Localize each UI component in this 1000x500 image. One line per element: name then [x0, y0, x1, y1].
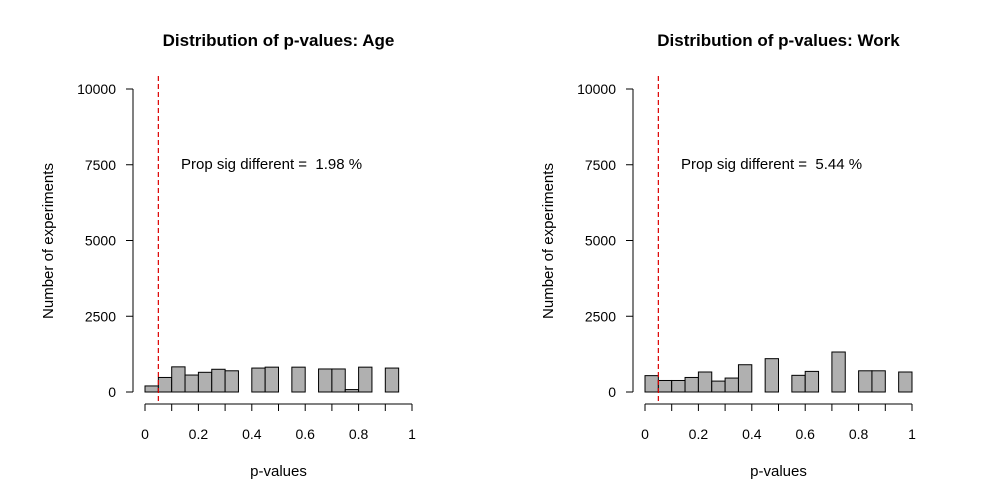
histogram-bar — [711, 380, 726, 393]
annotation-prefix: Prop sig different = — [181, 156, 315, 173]
histogram-bar — [251, 367, 266, 393]
x-tick-label: 0 — [641, 426, 649, 442]
x-tick-label: 1 — [908, 426, 916, 442]
histogram-bar — [898, 371, 913, 393]
y-tick-label: 0 — [608, 384, 616, 400]
histogram-bar — [657, 379, 673, 393]
x-tick-label: 0.4 — [742, 426, 762, 442]
x-tick-label: 0.6 — [295, 426, 315, 442]
histogram-bar — [871, 370, 886, 393]
histogram-bar — [291, 366, 306, 393]
histogram-bar — [184, 374, 199, 393]
histogram-bar — [791, 374, 806, 393]
x-axis-label: p-values — [750, 463, 807, 480]
x-tick-label: 0.6 — [795, 426, 815, 442]
x-axis-label: p-values — [250, 463, 307, 480]
histogram-bar — [697, 371, 713, 393]
histogram-bar — [331, 368, 346, 393]
y-tick-label: 5000 — [85, 233, 116, 249]
histogram-bar — [764, 358, 779, 393]
histogram-bar — [171, 366, 186, 393]
x-tick-label: 0.8 — [849, 426, 869, 442]
x-tick-label: 0 — [141, 426, 149, 442]
histogram-bar — [671, 379, 686, 393]
y-tick-label: 10000 — [77, 81, 116, 97]
histogram-bar — [157, 376, 173, 393]
histogram-bar — [737, 364, 753, 393]
histogram-bar — [224, 370, 239, 393]
histogram-bar — [358, 366, 373, 393]
histogram-bar — [858, 370, 873, 393]
histogram-bar — [264, 366, 279, 393]
chart-panel-2: Distribution of p-values: Work 0 2500 5000 7… — [540, 31, 916, 480]
x-tick-label: 1 — [408, 426, 416, 442]
histogram-bar — [831, 351, 846, 393]
x-tick-label: 0.2 — [189, 426, 209, 442]
chart-panel-1: Distribution of p-values: Age 0 2500 5000 75… — [40, 31, 416, 480]
y-tick-label: 0 — [108, 384, 116, 400]
significance-annotation: Prop sig different = 5.44 % — [681, 156, 862, 173]
y-tick-label: 2500 — [85, 308, 116, 324]
histogram-bar — [197, 371, 213, 393]
y-tick-label: 7500 — [85, 157, 116, 173]
annotation-value: 1.98 % — [315, 156, 362, 173]
y-tick-label: 5000 — [585, 233, 616, 249]
y-axis-label: Number of experiments — [540, 163, 557, 319]
chart-title: Distribution of p-values: Age — [163, 31, 395, 50]
histogram-bar — [211, 368, 226, 393]
x-tick-label: 0.8 — [349, 426, 369, 442]
x-tick-label: 0.4 — [242, 426, 262, 442]
histogram-bar — [804, 370, 820, 393]
histogram-bar — [144, 385, 159, 393]
y-tick-label: 2500 — [585, 308, 616, 324]
histogram-bar — [384, 367, 400, 393]
histogram-bar — [724, 377, 739, 393]
x-tick-label: 0.2 — [689, 426, 709, 442]
significance-annotation: Prop sig different = 1.98 % — [181, 156, 362, 173]
annotation-value: 5.44 % — [815, 156, 862, 173]
y-tick-label: 7500 — [585, 157, 616, 173]
chart-title: Distribution of p-values: Work — [657, 31, 900, 50]
histogram-bar — [318, 368, 333, 393]
y-tick-label: 10000 — [577, 81, 616, 97]
annotation-prefix: Prop sig different = — [681, 156, 815, 173]
histogram-bar — [684, 376, 699, 393]
histogram-bar — [644, 375, 659, 393]
y-axis-label: Number of experiments — [40, 163, 57, 319]
histogram-bar — [344, 389, 360, 393]
